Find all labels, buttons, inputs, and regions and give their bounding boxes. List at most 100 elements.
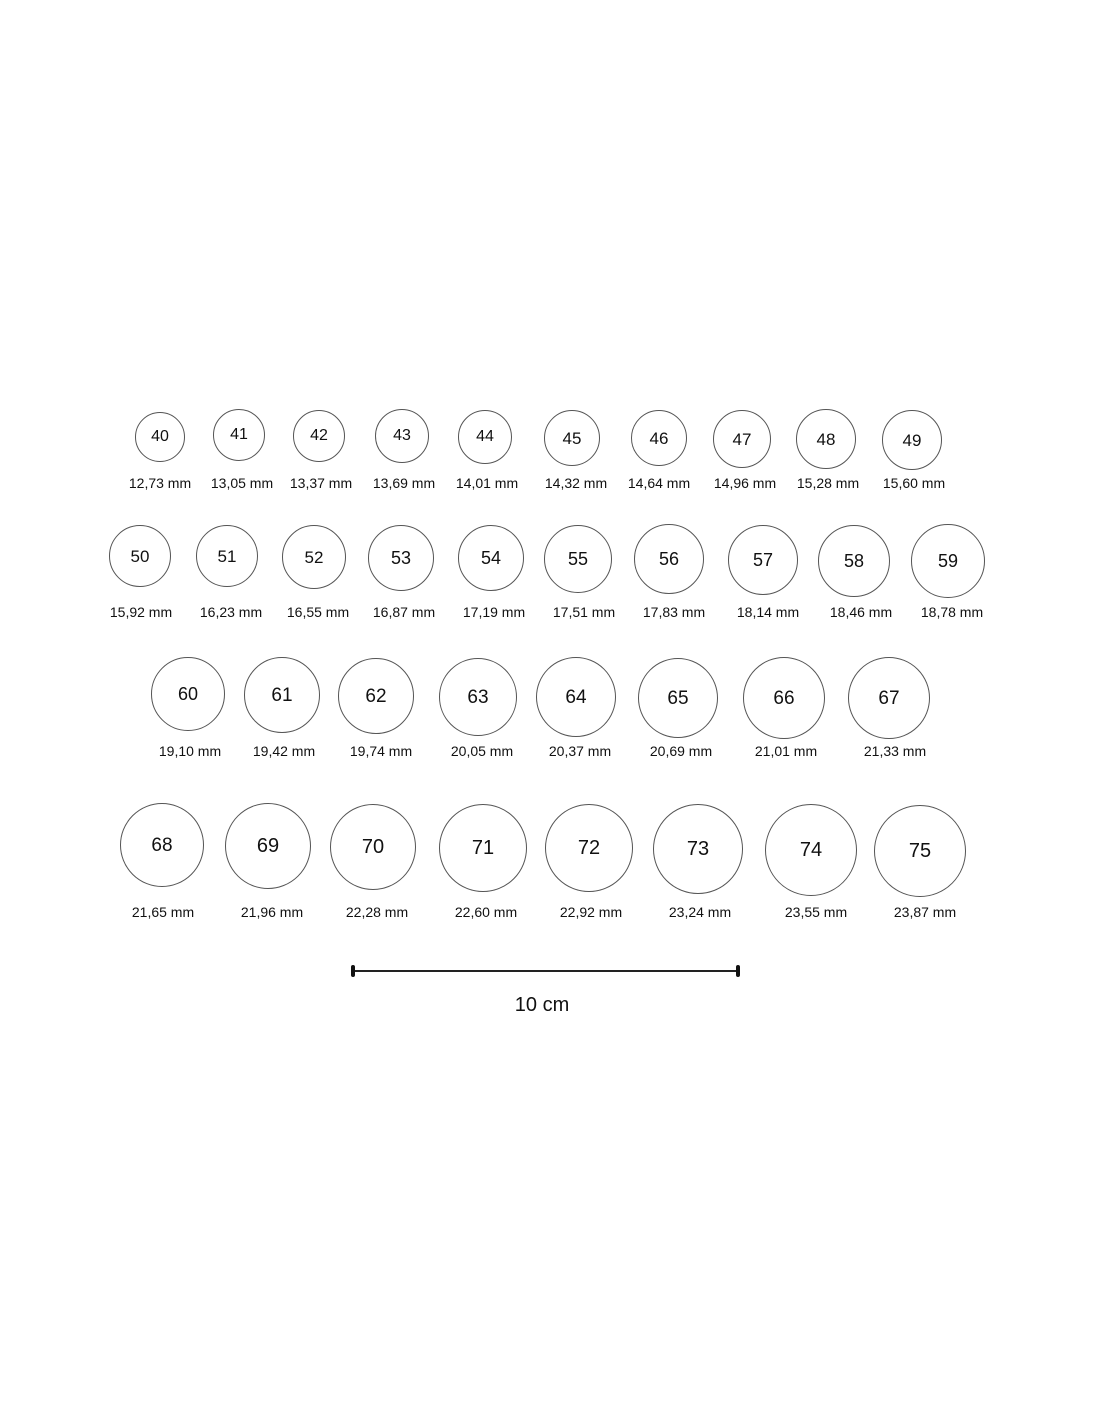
ring-diameter-label: 20,05 mm <box>450 743 514 759</box>
ring-circle-50: 50 <box>109 525 171 587</box>
ring-diameter-label: 21,01 mm <box>754 743 818 759</box>
ring-size-label: 59 <box>937 551 959 571</box>
ring-diameter-label: 13,05 mm <box>210 475 274 491</box>
ring-size-label: 54 <box>480 548 502 568</box>
ring-diameter-label: 18,78 mm <box>920 604 984 620</box>
ring-size-label: 70 <box>361 836 385 858</box>
ring-size-label: 56 <box>658 549 680 569</box>
ring-circle-47: 47 <box>713 410 771 468</box>
ring-diameter-label: 19,10 mm <box>158 743 222 759</box>
ring-diameter-label: 21,65 mm <box>131 904 195 920</box>
ring-size-label: 58 <box>843 551 865 571</box>
ring-size-label: 63 <box>467 686 489 708</box>
ring-size-label: 49 <box>902 430 922 450</box>
ring-circle-69: 69 <box>225 803 311 889</box>
scale-bar <box>351 965 740 977</box>
ring-size-label: 55 <box>567 549 589 569</box>
ring-circle-49: 49 <box>882 410 942 470</box>
scale-bar-end-cap <box>736 965 740 977</box>
ring-circle-57: 57 <box>728 525 798 595</box>
ring-diameter-label: 23,24 mm <box>668 904 732 920</box>
ring-size-label: 61 <box>271 684 293 706</box>
ring-diameter-label: 14,01 mm <box>455 475 519 491</box>
ring-diameter-label: 14,64 mm <box>627 475 691 491</box>
ring-diameter-label: 23,55 mm <box>784 904 848 920</box>
ring-diameter-label: 20,69 mm <box>649 743 713 759</box>
ring-size-label: 62 <box>365 685 387 707</box>
ring-diameter-label: 18,14 mm <box>736 604 800 620</box>
ring-size-label: 71 <box>471 837 495 859</box>
ring-circle-54: 54 <box>458 525 524 591</box>
ring-size-label: 53 <box>390 548 412 568</box>
ring-circle-75: 75 <box>874 805 966 897</box>
ring-circle-44: 44 <box>458 410 512 464</box>
ring-size-label: 50 <box>130 546 150 566</box>
ring-diameter-label: 20,37 mm <box>548 743 612 759</box>
ring-diameter-label: 16,87 mm <box>372 604 436 620</box>
ring-size-label: 48 <box>816 429 836 449</box>
ring-diameter-label: 21,96 mm <box>240 904 304 920</box>
ring-circle-73: 73 <box>653 804 743 894</box>
ring-size-label: 60 <box>177 684 199 704</box>
ring-diameter-label: 15,60 mm <box>882 475 946 491</box>
ring-size-label: 45 <box>562 428 582 448</box>
ring-size-label: 44 <box>476 428 494 445</box>
ring-size-label: 69 <box>256 835 280 857</box>
ring-diameter-label: 13,37 mm <box>289 475 353 491</box>
ring-size-label: 51 <box>217 546 237 566</box>
ring-circle-41: 41 <box>213 409 265 461</box>
ring-circle-52: 52 <box>282 525 346 589</box>
ring-circle-67: 67 <box>848 657 930 739</box>
ring-circle-55: 55 <box>544 525 612 593</box>
ring-diameter-label: 22,60 mm <box>454 904 518 920</box>
ring-circle-66: 66 <box>743 657 825 739</box>
ring-circle-53: 53 <box>368 525 434 591</box>
scale-bar-start-cap <box>351 965 355 977</box>
ring-diameter-label: 14,96 mm <box>713 475 777 491</box>
ring-diameter-label: 17,19 mm <box>462 604 526 620</box>
ring-circle-63: 63 <box>439 658 517 736</box>
ring-size-label: 47 <box>732 429 752 449</box>
ring-circle-65: 65 <box>638 658 718 738</box>
ring-circle-71: 71 <box>439 804 527 892</box>
ring-circle-48: 48 <box>796 409 856 469</box>
ring-circle-42: 42 <box>293 410 345 462</box>
ring-size-label: 65 <box>667 687 689 709</box>
ring-circle-74: 74 <box>765 804 857 896</box>
ring-size-label: 66 <box>773 687 795 709</box>
ring-circle-58: 58 <box>818 525 890 597</box>
ring-size-label: 52 <box>304 547 324 567</box>
ring-diameter-label: 14,32 mm <box>544 475 608 491</box>
ring-circle-70: 70 <box>330 804 416 890</box>
ring-circle-62: 62 <box>338 658 414 734</box>
ring-size-label: 57 <box>752 550 774 570</box>
ring-circle-68: 68 <box>120 803 204 887</box>
ring-circle-72: 72 <box>545 804 633 892</box>
ring-circle-46: 46 <box>631 410 687 466</box>
ring-circle-61: 61 <box>244 657 320 733</box>
ring-circle-59: 59 <box>911 524 985 598</box>
ring-diameter-label: 16,55 mm <box>286 604 350 620</box>
ring-diameter-label: 19,42 mm <box>252 743 316 759</box>
ring-circle-51: 51 <box>196 525 258 587</box>
ring-size-label: 46 <box>649 428 669 448</box>
ring-size-label: 67 <box>878 687 900 709</box>
ring-circle-45: 45 <box>544 410 600 466</box>
ring-size-label: 41 <box>230 426 248 443</box>
ring-size-label: 42 <box>310 427 328 444</box>
ring-diameter-label: 18,46 mm <box>829 604 893 620</box>
ring-diameter-label: 17,51 mm <box>552 604 616 620</box>
ring-diameter-label: 23,87 mm <box>893 904 957 920</box>
ring-size-label: 43 <box>393 427 411 444</box>
ring-circle-60: 60 <box>151 657 225 731</box>
ring-diameter-label: 13,69 mm <box>372 475 436 491</box>
ring-diameter-label: 19,74 mm <box>349 743 413 759</box>
ring-size-label: 64 <box>565 686 587 708</box>
scale-bar-label: 10 cm <box>514 994 570 1016</box>
ring-size-label: 72 <box>577 837 601 859</box>
ring-diameter-label: 15,92 mm <box>109 604 173 620</box>
ring-size-label: 73 <box>686 838 710 860</box>
ring-diameter-label: 22,28 mm <box>345 904 409 920</box>
ring-diameter-label: 12,73 mm <box>128 475 192 491</box>
ring-diameter-label: 22,92 mm <box>559 904 623 920</box>
